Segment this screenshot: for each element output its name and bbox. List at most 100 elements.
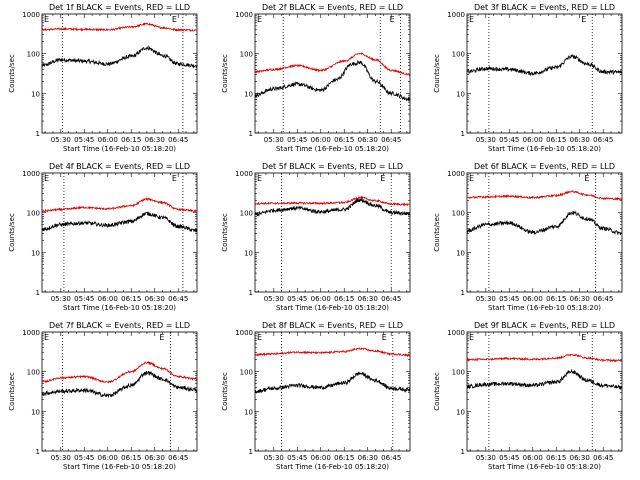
panel-title: Det 1f BLACK = Events, RED = LLD [49,3,190,12]
y-tick-label: 10 [456,249,465,257]
plot-frame [41,172,198,293]
y-tick-label: 10 [456,408,465,416]
x-tick-label: 06:30 [570,454,590,462]
y-tick-label: 100 [240,369,253,377]
y-tick-label: 1 [249,130,253,138]
panel-2: Det 2f BLACK = Events, RED = LLD 1 10 100 10… [221,3,411,153]
x-tick-label: 06:15 [546,136,566,144]
y-axis-label: Counts/sec [8,213,16,252]
y-tick-label: 10 [31,90,40,98]
x-tick-label: 05:45 [499,454,519,462]
panel-title: Det 6f BLACK = Events, RED = LLD [474,162,615,171]
y-tick-label: 1 [36,289,40,297]
x-tick-label: 05:30 [264,295,284,303]
x-tick-label: 06:15 [121,454,141,462]
events-line [466,54,623,77]
plot-frame [254,331,411,452]
y-tick-label: 100 [27,369,40,377]
x-axis-label: Start Time (16-Feb-10 05:18:20) [276,304,389,312]
panel-title: Det 8f BLACK = Events, RED = LLD [262,321,403,330]
plot-frame [466,331,623,452]
y-axis-label: Counts/sec [433,213,441,252]
y-tick-label: 1 [36,448,40,456]
events-line [41,370,198,399]
marker-e-right: E [581,15,586,24]
y-axis-label: Counts/sec [221,213,229,252]
panel-title: Det 7f BLACK = Events, RED = LLD [49,321,190,330]
x-tick-label: 05:45 [74,295,94,303]
y-axis-label: Counts/sec [221,372,229,411]
plot-frame [466,172,623,293]
y-tick-label: 1000 [235,329,253,337]
x-tick-label: 06:30 [145,136,165,144]
x-tick-label: 06:45 [168,295,188,303]
x-tick-label: 06:15 [546,454,566,462]
x-tick-label: 06:30 [145,454,165,462]
x-tick-label: 05:45 [74,136,94,144]
marker-e-right: E [159,333,164,342]
x-tick-label: 06:00 [523,295,543,303]
events-line [254,198,410,218]
marker-e-right: E [172,15,177,24]
x-tick-label: 05:45 [287,136,307,144]
x-tick-label: 05:30 [264,136,284,144]
y-tick-label: 1000 [22,170,40,178]
x-axis-label: Start Time (16-Feb-10 05:18:20) [488,304,601,312]
lld-line [466,189,623,201]
marker-e-left: E [44,15,49,24]
marker-e-left: E [257,333,262,342]
x-tick-label: 06:45 [381,136,401,144]
x-axis-label: Start Time (16-Feb-10 05:18:20) [63,145,176,153]
x-tick-label: 06:30 [570,295,590,303]
x-tick-label: 06:15 [334,295,354,303]
x-tick-label: 06:45 [593,454,613,462]
x-tick-label: 06:15 [546,295,566,303]
lld-line [254,347,410,358]
x-tick-label: 06:45 [593,295,613,303]
y-axis-label: Counts/sec [8,372,16,411]
y-tick-label: 1000 [447,170,465,178]
marker-e-right: E [382,333,387,342]
marker-e-right: E [380,174,385,183]
x-tick-label: 06:45 [593,136,613,144]
plot-frame [41,331,198,452]
x-tick-label: 06:00 [311,295,331,303]
y-tick-label: 1000 [235,170,253,178]
x-tick-label: 06:30 [358,454,378,462]
y-tick-label: 100 [452,369,465,377]
x-axis-label: Start Time (16-Feb-10 05:18:20) [63,304,176,312]
x-tick-label: 06:30 [145,295,165,303]
marker-e-left: E [469,174,474,183]
x-tick-label: 06:15 [334,136,354,144]
x-tick-label: 05:30 [51,454,71,462]
panel-7: Det 7f BLACK = Events, RED = LLD 1 10 100 10… [8,321,198,471]
x-tick-label: 06:00 [98,136,118,144]
y-axis-label: Counts/sec [221,54,229,93]
marker-e-left: E [44,174,49,183]
panel-9: Det 9f BLACK = Events, RED = LLD 1 10 100 10… [433,321,623,471]
marker-e-left: E [257,15,262,24]
y-tick-label: 1000 [447,329,465,337]
x-tick-label: 05:45 [499,295,519,303]
x-tick-label: 06:15 [121,295,141,303]
y-tick-label: 100 [452,51,465,59]
y-tick-label: 1 [461,289,465,297]
y-axis-label: Counts/sec [8,54,16,93]
marker-e-right: E [390,15,395,24]
panel-5: Det 5f BLACK = Events, RED = LLD 1 10 100 10… [221,162,411,312]
y-axis-label: Counts/sec [433,54,441,93]
marker-e-right: E [584,174,589,183]
events-line [466,368,623,391]
x-tick-label: 06:15 [334,454,354,462]
y-tick-label: 10 [31,249,40,257]
x-tick-label: 06:15 [121,136,141,144]
y-tick-label: 1000 [22,329,40,337]
marker-e-left: E [469,333,474,342]
y-tick-label: 10 [244,408,253,416]
y-tick-label: 10 [244,249,253,257]
x-tick-label: 06:00 [523,454,543,462]
x-axis-label: Start Time (16-Feb-10 05:18:20) [276,463,389,471]
x-tick-label: 05:30 [476,136,496,144]
marker-e-right: E [581,333,586,342]
